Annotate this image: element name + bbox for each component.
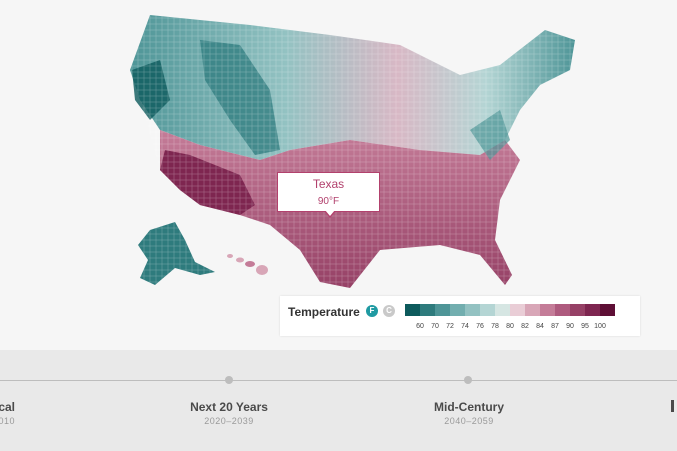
legend-swatch — [465, 304, 480, 316]
timeline-years-historical: 010 — [0, 416, 15, 426]
legend-tick: 90 — [566, 323, 574, 330]
legend-title: Temperature — [288, 305, 360, 319]
legend-tick: 72 — [446, 323, 454, 330]
legend-color-scale — [405, 304, 615, 316]
tooltip-temperature: 90°F — [317, 196, 340, 207]
legend-tick: 78 — [491, 323, 499, 330]
us-county-map[interactable] — [0, 0, 677, 350]
timeline-label-historical[interactable]: cal — [0, 400, 15, 414]
temperature-legend: Temperature F C 60 70 72 74 76 78 80 82 84 87 90 95… — [280, 296, 640, 336]
timeline-track — [0, 380, 677, 381]
legend-swatch — [405, 304, 420, 316]
timeline-dot-mid-century[interactable] — [464, 376, 472, 384]
contiguous-texture — [130, 15, 575, 288]
legend-swatch — [420, 304, 435, 316]
legend-tick: 74 — [461, 323, 469, 330]
celsius-toggle[interactable]: C — [383, 305, 395, 317]
timeline-label-next-20[interactable]: Next 20 Years — [190, 400, 268, 414]
temperature-map[interactable]: Texas 90°F Temperature F C 60 70 72 74 76 78 8… — [0, 0, 677, 350]
legend-tick: 82 — [521, 323, 529, 330]
legend-tick: 76 — [476, 323, 484, 330]
tooltip-arrow-inner — [325, 210, 335, 216]
legend-swatch — [570, 304, 585, 316]
legend-tick: 80 — [506, 323, 514, 330]
legend-swatch — [510, 304, 525, 316]
tooltip-state-name: Texas — [312, 177, 345, 191]
legend-tick: 95 — [581, 323, 589, 330]
legend-swatch — [555, 304, 570, 316]
timeline-bar: cal 010 Next 20 Years 2020–2039 Mid-Cent… — [0, 350, 677, 451]
timeline-next-item-edge[interactable] — [671, 400, 674, 412]
legend-tick: 84 — [536, 323, 544, 330]
legend-tick: 87 — [551, 323, 559, 330]
legend-swatch — [435, 304, 450, 316]
legend-swatch — [540, 304, 555, 316]
legend-swatch — [480, 304, 495, 316]
legend-swatch — [525, 304, 540, 316]
legend-swatch — [495, 304, 510, 316]
legend-swatch — [585, 304, 600, 316]
hawaii-region[interactable] — [227, 254, 268, 275]
legend-tick: 100 — [594, 323, 606, 330]
legend-swatch — [450, 304, 465, 316]
timeline-dot-next-20[interactable] — [225, 376, 233, 384]
timeline-label-mid-century[interactable]: Mid-Century — [434, 400, 504, 414]
fahrenheit-toggle[interactable]: F — [366, 305, 378, 317]
timeline-years-next-20: 2020–2039 — [204, 416, 254, 426]
alaska-texture — [138, 222, 215, 285]
legend-tick: 60 — [416, 323, 424, 330]
timeline-years-mid-century: 2040–2059 — [444, 416, 494, 426]
state-tooltip: Texas 90°F — [277, 172, 380, 212]
legend-tick: 70 — [431, 323, 439, 330]
legend-swatch — [600, 304, 615, 316]
